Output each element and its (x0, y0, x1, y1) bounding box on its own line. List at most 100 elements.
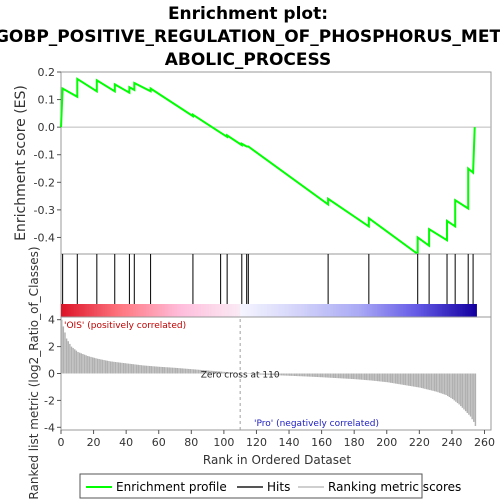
color-band-segment (404, 304, 407, 317)
color-band-segment (189, 304, 192, 317)
color-band-segment (75, 304, 78, 317)
metric-bar (282, 373, 284, 376)
metric-bar (119, 362, 122, 374)
metric-bar (277, 373, 280, 376)
color-band-segment (381, 304, 385, 317)
metric-bar (461, 373, 464, 408)
metric-bar (82, 353, 84, 374)
x-tick-label: 100 (213, 436, 234, 449)
enrichment-profile-line (60, 77, 476, 256)
metric-bar (65, 338, 68, 374)
color-band-segment (186, 304, 189, 317)
color-band-segment (153, 304, 157, 317)
metric-bar (460, 373, 462, 407)
color-band-segment (407, 304, 411, 317)
color-band-segment (118, 304, 121, 317)
color-band-segment (100, 304, 103, 317)
color-band-segment (474, 304, 477, 317)
color-band-segment (398, 304, 401, 317)
color-band-segment (375, 304, 378, 317)
metric-bar (62, 326, 65, 374)
metric-bar (319, 373, 322, 378)
color-band-segment (365, 304, 368, 317)
metric-bar (266, 373, 268, 375)
metric-bar (466, 373, 468, 413)
color-band-segment (241, 304, 245, 317)
color-band-segment (391, 304, 394, 317)
metric-bar (339, 373, 341, 379)
color-band-segment (98, 304, 101, 317)
color-band-segment (461, 304, 464, 317)
color-band-segment (414, 304, 417, 317)
metric-bar (450, 373, 452, 399)
ranking-y-tick-label: 0 (48, 368, 55, 381)
metric-bar (438, 373, 441, 393)
color-band-segment (176, 304, 179, 317)
x-axis: 0 20 40 60 80 100 120 140 160 180 200 220 240 260 (58, 430, 495, 449)
metric-bar (127, 363, 130, 374)
color-band-segment (319, 304, 323, 317)
color-band-segment (276, 304, 279, 317)
color-band-segment (61, 304, 64, 317)
legend: Enrichment profile Hits Ranking metric s… (79, 473, 461, 499)
color-band-segment (232, 304, 235, 317)
metric-bar (189, 369, 192, 374)
metric-bar (160, 366, 162, 374)
color-band-segment (442, 304, 445, 317)
color-band-segment (238, 304, 241, 317)
color-band-segment (131, 304, 134, 317)
color-band-segment (129, 304, 132, 317)
color-band-segment (246, 304, 249, 317)
metric-bar (197, 369, 200, 374)
metric-bar (333, 373, 335, 378)
color-band-segment (65, 304, 69, 317)
color-band-segment (269, 304, 272, 317)
metric-bar (305, 373, 307, 377)
color-band-segment (78, 304, 82, 317)
zero-cross-label: Zero cross at 110 (201, 371, 280, 381)
color-band-segment (183, 304, 186, 317)
color-band-segment (264, 304, 267, 317)
color-band-segment (150, 304, 153, 317)
metric-bar (150, 366, 153, 374)
metric-bar (199, 369, 201, 374)
color-band-segment (119, 304, 122, 317)
color-band-segment (344, 304, 347, 317)
metric-bar (341, 373, 343, 379)
color-band-segment (225, 304, 228, 317)
metric-bar (145, 365, 148, 374)
metric-bar (144, 365, 146, 374)
color-band-segment (284, 304, 287, 317)
color-band-segment (370, 304, 373, 317)
color-band-segment (403, 304, 406, 317)
metric-bar (391, 373, 394, 384)
metric-bar (375, 373, 377, 382)
metric-bar (232, 372, 234, 374)
color-band-segment (409, 304, 412, 317)
metric-bar (365, 373, 368, 381)
metric-bar (297, 373, 299, 377)
color-band-segment (417, 304, 420, 317)
color-band-segment (204, 304, 207, 317)
color-band-segment (430, 304, 433, 317)
metric-bar (230, 372, 232, 374)
color-band-segment (160, 304, 163, 317)
metric-bar (122, 363, 125, 374)
metric-bar (396, 373, 398, 384)
metric-bar (416, 373, 418, 388)
hits-layer (62, 254, 474, 304)
color-band-segment (313, 304, 316, 317)
color-band-segment (324, 304, 328, 317)
title-line-2: GOBP_POSITIVE_REGULATION_OF_PHOSPHORUS_M… (0, 27, 500, 47)
metric-bar (227, 372, 229, 374)
color-band-segment (394, 304, 398, 317)
color-band-segment (339, 304, 342, 317)
metric-bar (142, 365, 144, 374)
color-band-segment (429, 304, 432, 317)
color-band-segment (114, 304, 117, 317)
metric-bar (204, 370, 206, 374)
metric-bar (176, 367, 179, 374)
color-band-segment (450, 304, 453, 317)
metric-bar (300, 373, 302, 377)
metric-bar (407, 373, 410, 386)
